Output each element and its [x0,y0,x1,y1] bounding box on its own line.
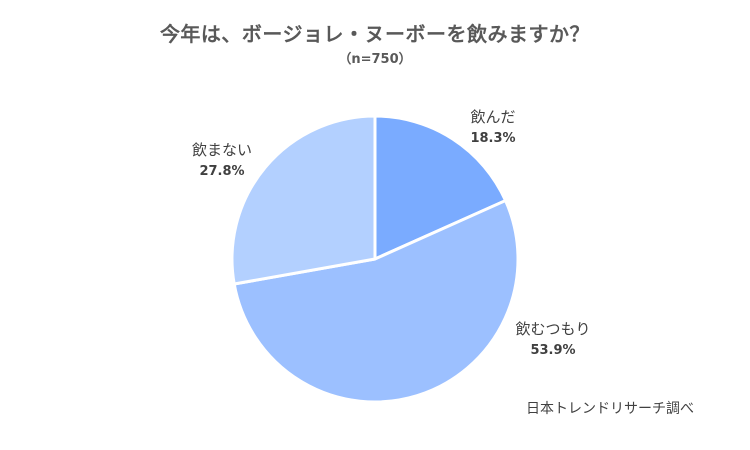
slice-name-will-drink: 飲むつもり [515,320,591,338]
chart-title: 今年は、ボージョレ・ヌーボーを飲みますか？ [159,22,591,46]
slice-name-drank: 飲んだ [470,108,516,126]
pie-slice-will-drink [232,199,520,404]
slice-value-wont-drink: 27.8% [199,164,245,179]
slice-label-will-drink: 飲むつもり 53.9% [498,318,608,362]
slice-value-drank: 18.3% [470,131,516,146]
pie-slice-wont-drink [230,114,377,286]
chart-subtitle: （n=750） [338,52,412,67]
slice-name-wont-drink: 飲まない [191,141,252,159]
slice-label-drank: 飲んだ 18.3% [448,106,538,150]
slice-value-will-drink: 53.9% [530,343,576,358]
pie-slice-drank [373,114,508,261]
slice-label-wont-drink: 飲まない 27.8% [172,139,272,183]
source-note: 日本トレンドリサーチ調べ [526,401,694,417]
